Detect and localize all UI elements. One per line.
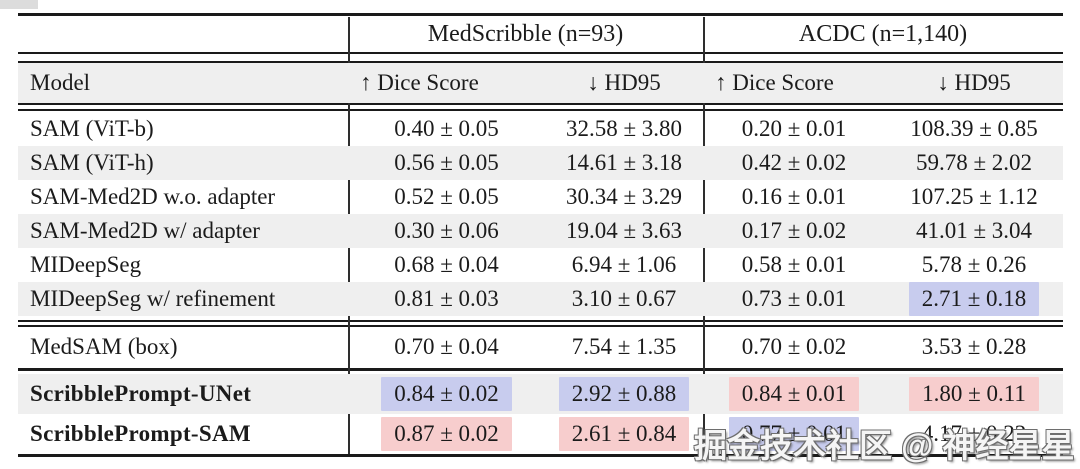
metric-value: 6.94 ± 1.06: [571, 252, 677, 277]
section-rule-c: [18, 368, 1063, 371]
table-bottom-rule: [18, 454, 1063, 457]
metric-value: 1.80 ± 0.11: [909, 377, 1039, 411]
table-row: MedSAM (box) 0.70 ± 0.04 7.54 ± 1.35 0.7…: [18, 329, 1063, 365]
metric-value: 19.04 ± 3.63: [565, 218, 683, 243]
group-header-medscribble: MedScribble (n=93): [427, 21, 624, 47]
metric-value: 2.61 ± 0.84: [558, 417, 690, 451]
table-row: ScribblePrompt-SAM 0.87 ± 0.02 2.61 ± 0.…: [18, 414, 1063, 454]
metric-value: 0.84 ± 0.02: [381, 377, 512, 411]
model-name: MIDeepSeg: [30, 252, 142, 277]
column-header-dice-medscribble: ↑ Dice Score: [360, 70, 479, 95]
model-name: ScribblePrompt-UNet: [30, 381, 252, 406]
table-row: SAM-Med2D w/ adapter 0.30 ± 0.06 19.04 ±…: [18, 214, 1063, 248]
model-name: SAM (ViT-h): [30, 150, 154, 175]
table-row: MIDeepSeg w/ refinement 0.81 ± 0.03 3.10…: [18, 282, 1063, 316]
watermark: 掘金技术社区 @ 神经星星: [694, 427, 1075, 464]
metric-value: 3.53 ± 0.28: [921, 334, 1027, 359]
metric-value: 0.30 ± 0.06: [394, 218, 499, 243]
metric-value: 0.56 ± 0.05: [394, 150, 499, 175]
metric-value: 0.68 ± 0.04: [394, 252, 499, 277]
column-header-rule-a: [18, 103, 1063, 105]
table-row: ScribblePrompt-UNet 0.84 ± 0.02 2.92 ± 0…: [18, 374, 1063, 414]
metric-value: 0.70 ± 0.02: [741, 334, 847, 359]
metric-value: 32.58 ± 3.80: [565, 116, 683, 141]
group-header-rule-a: [18, 52, 1063, 54]
model-name: SAM-Med2D w/ adapter: [30, 218, 260, 243]
group-header-acdc: ACDC (n=1,140): [798, 21, 968, 47]
metric-value: 3.10 ± 0.67: [571, 286, 677, 311]
metric-value: 0.73 ± 0.01: [741, 286, 847, 311]
metric-value: 41.01 ± 3.04: [915, 218, 1033, 243]
metric-value: 4.17 ± 0.22: [921, 421, 1027, 446]
group-header-rule-b: [18, 61, 1063, 63]
metric-value: 7.54 ± 1.35: [571, 334, 677, 359]
metric-value: 0.84 ± 0.01: [728, 377, 860, 411]
column-header-dice-acdc: ↑ Dice Score: [715, 70, 834, 95]
group-header-row: MedScribble (n=93) ACDC (n=1,140): [18, 17, 1063, 52]
metric-value: 0.77 ± 0.01: [728, 417, 860, 451]
metric-value: 30.34 ± 3.29: [565, 184, 683, 209]
metric-value: 107.25 ± 1.12: [910, 184, 1038, 209]
column-header-rule-b: [18, 109, 1063, 111]
model-name: MIDeepSeg w/ refinement: [30, 286, 276, 311]
metric-value: 5.78 ± 0.26: [921, 252, 1027, 277]
section-rule-b: [18, 325, 1063, 327]
metric-value: 2.71 ± 0.18: [908, 282, 1040, 316]
column-header-model: Model: [30, 70, 91, 95]
column-header-hd95-medscribble: ↓ HD95: [587, 70, 661, 95]
metric-value: 0.20 ± 0.01: [741, 116, 847, 141]
column-header-row: Model ↑ Dice Score ↓ HD95 ↑ Dice Score ↓…: [18, 63, 1063, 103]
metric-value: 0.81 ± 0.03: [394, 286, 499, 311]
metric-value: 14.61 ± 3.18: [565, 150, 683, 175]
table-row: MIDeepSeg 0.68 ± 0.04 6.94 ± 1.06 0.58 ±…: [18, 248, 1063, 282]
metric-value: 0.87 ± 0.02: [381, 417, 512, 451]
table-row: SAM (ViT-b) 0.40 ± 0.05 32.58 ± 3.80 0.2…: [18, 112, 1063, 146]
table-row: SAM (ViT-h) 0.56 ± 0.05 14.61 ± 3.18 0.4…: [18, 146, 1063, 180]
model-name: SAM-Med2D w.o. adapter: [30, 184, 276, 209]
metric-value: 0.17 ± 0.02: [741, 218, 847, 243]
metric-value: 2.92 ± 0.88: [558, 377, 690, 411]
metric-value: 0.40 ± 0.05: [394, 116, 499, 141]
metric-value: 0.52 ± 0.05: [394, 184, 499, 209]
table-row: SAM-Med2D w.o. adapter 0.52 ± 0.05 30.34…: [18, 180, 1063, 214]
column-header-hd95-acdc: ↓ HD95: [937, 70, 1011, 95]
metric-value: 108.39 ± 0.85: [910, 116, 1038, 141]
metric-value: 0.58 ± 0.01: [741, 252, 847, 277]
metric-value: 59.78 ± 2.02: [915, 150, 1033, 175]
metric-value: 0.16 ± 0.01: [741, 184, 847, 209]
section-rule-a: [18, 320, 1063, 322]
model-name: ScribblePrompt-SAM: [30, 421, 251, 446]
metric-value: 0.42 ± 0.02: [741, 150, 847, 175]
model-name: MedSAM (box): [30, 334, 178, 359]
screenshot-artifact: [0, 0, 38, 9]
table-top-rule: [18, 13, 1063, 16]
model-name: SAM (ViT-b): [30, 116, 154, 141]
metric-value: 0.70 ± 0.04: [394, 334, 499, 359]
